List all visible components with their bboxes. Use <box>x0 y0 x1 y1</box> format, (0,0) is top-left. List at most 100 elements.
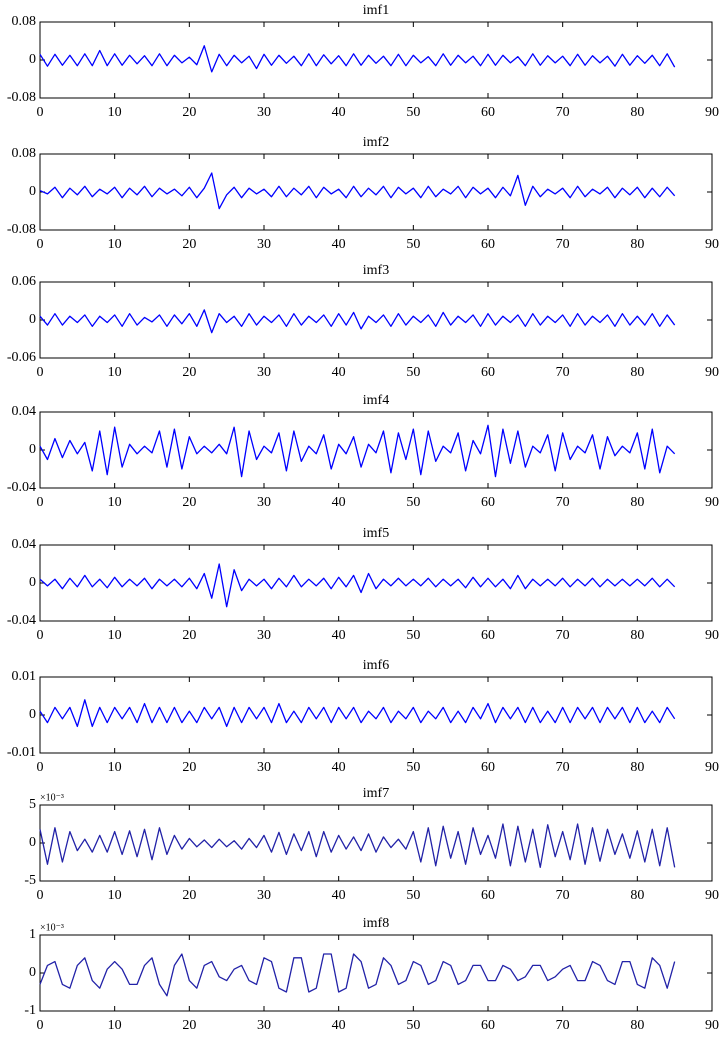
x-tick-label: 80 <box>630 237 644 252</box>
y-tick-label: -5 <box>24 873 36 888</box>
x-tick-label: 90 <box>705 888 719 903</box>
x-tick-label: 10 <box>108 888 122 903</box>
x-tick-label: 70 <box>556 495 570 510</box>
x-tick-label: 40 <box>332 365 346 380</box>
x-tick-label: 50 <box>406 760 420 775</box>
x-tick-label: 40 <box>332 105 346 120</box>
x-tick-label: 0 <box>37 628 44 643</box>
x-tick-label: 60 <box>481 1018 495 1033</box>
x-tick-label: 70 <box>556 237 570 252</box>
x-tick-label: 80 <box>630 628 644 643</box>
signal-line <box>39 309 676 334</box>
plot-frame <box>39 676 713 754</box>
x-tick-label: 0 <box>37 365 44 380</box>
x-tick-label: 80 <box>630 760 644 775</box>
x-tick-label: 20 <box>182 237 196 252</box>
x-tick-label: 40 <box>332 495 346 510</box>
x-tick-label: 30 <box>257 760 271 775</box>
signal-line <box>39 172 676 210</box>
y-tick-label: 0.04 <box>12 537 37 552</box>
y-tick-label: 0 <box>29 52 36 67</box>
x-tick-label: 10 <box>108 1018 122 1033</box>
y-tick-label: 0.08 <box>12 146 37 161</box>
x-tick-label: 80 <box>630 1018 644 1033</box>
y-multiplier: ×10⁻³ <box>40 922 64 933</box>
y-tick-label: 0 <box>29 184 36 199</box>
signal-line <box>39 45 676 73</box>
x-tick-label: 40 <box>332 1018 346 1033</box>
x-tick-label: 30 <box>257 1018 271 1033</box>
x-tick-label: 70 <box>556 105 570 120</box>
x-tick-label: 50 <box>406 495 420 510</box>
y-tick-label: 1 <box>29 927 36 942</box>
y-tick-label: 0.08 <box>12 14 37 29</box>
x-tick-label: 80 <box>630 365 644 380</box>
x-tick-label: 30 <box>257 365 271 380</box>
y-tick-label: 0.04 <box>12 404 37 419</box>
x-tick-label: 90 <box>705 760 719 775</box>
y-tick-label: 0.01 <box>12 669 37 684</box>
signal-line <box>39 699 676 728</box>
y-tick-label: 0 <box>29 835 36 850</box>
x-tick-label: 80 <box>630 105 644 120</box>
x-tick-label: 50 <box>406 365 420 380</box>
x-tick-label: 60 <box>481 237 495 252</box>
y-tick-label: 0.06 <box>12 274 37 289</box>
signal-line <box>39 823 676 868</box>
y-tick-label: -1 <box>24 1003 36 1018</box>
y-tick-label: 0 <box>29 575 36 590</box>
x-tick-label: 70 <box>556 760 570 775</box>
signal-line <box>39 424 676 478</box>
x-tick-label: 70 <box>556 1018 570 1033</box>
y-tick-label: -0.01 <box>7 745 36 760</box>
x-tick-label: 20 <box>182 365 196 380</box>
x-tick-label: 50 <box>406 237 420 252</box>
x-tick-label: 10 <box>108 365 122 380</box>
signal-line <box>39 953 676 997</box>
x-tick-label: 30 <box>257 628 271 643</box>
x-tick-label: 30 <box>257 237 271 252</box>
x-tick-label: 20 <box>182 628 196 643</box>
x-tick-label: 30 <box>257 105 271 120</box>
x-tick-label: 20 <box>182 495 196 510</box>
y-multiplier: ×10⁻³ <box>40 792 64 803</box>
signal-line <box>39 563 676 608</box>
x-tick-label: 60 <box>481 105 495 120</box>
panel-title: imf6 <box>363 658 389 673</box>
y-tick-label: 0 <box>29 965 36 980</box>
x-tick-label: 50 <box>406 1018 420 1033</box>
x-tick-label: 60 <box>481 888 495 903</box>
panel-title: imf1 <box>363 3 389 18</box>
panel-title: imf2 <box>363 135 389 150</box>
x-tick-label: 40 <box>332 888 346 903</box>
y-tick-label: -0.04 <box>7 613 36 628</box>
x-tick-label: 0 <box>37 888 44 903</box>
x-tick-label: 50 <box>406 105 420 120</box>
x-tick-label: 0 <box>37 495 44 510</box>
panel-title: imf7 <box>363 786 389 801</box>
y-tick-label: -0.08 <box>7 90 36 105</box>
x-tick-label: 50 <box>406 628 420 643</box>
x-tick-label: 10 <box>108 495 122 510</box>
x-tick-label: 60 <box>481 628 495 643</box>
x-tick-label: 20 <box>182 105 196 120</box>
x-tick-label: 20 <box>182 760 196 775</box>
y-tick-label: -0.04 <box>7 480 36 495</box>
x-tick-label: 80 <box>630 495 644 510</box>
x-tick-label: 20 <box>182 888 196 903</box>
y-tick-label: -0.08 <box>7 222 36 237</box>
x-tick-label: 30 <box>257 888 271 903</box>
x-tick-label: 10 <box>108 760 122 775</box>
panel-title: imf8 <box>363 916 389 931</box>
y-tick-label: -0.06 <box>7 350 36 365</box>
x-tick-label: 60 <box>481 760 495 775</box>
y-tick-label: 0 <box>29 312 36 327</box>
x-tick-label: 0 <box>37 1018 44 1033</box>
x-tick-label: 20 <box>182 1018 196 1033</box>
x-tick-label: 40 <box>332 628 346 643</box>
x-tick-label: 70 <box>556 365 570 380</box>
y-tick-label: 0 <box>29 442 36 457</box>
x-tick-label: 10 <box>108 237 122 252</box>
x-tick-label: 60 <box>481 495 495 510</box>
